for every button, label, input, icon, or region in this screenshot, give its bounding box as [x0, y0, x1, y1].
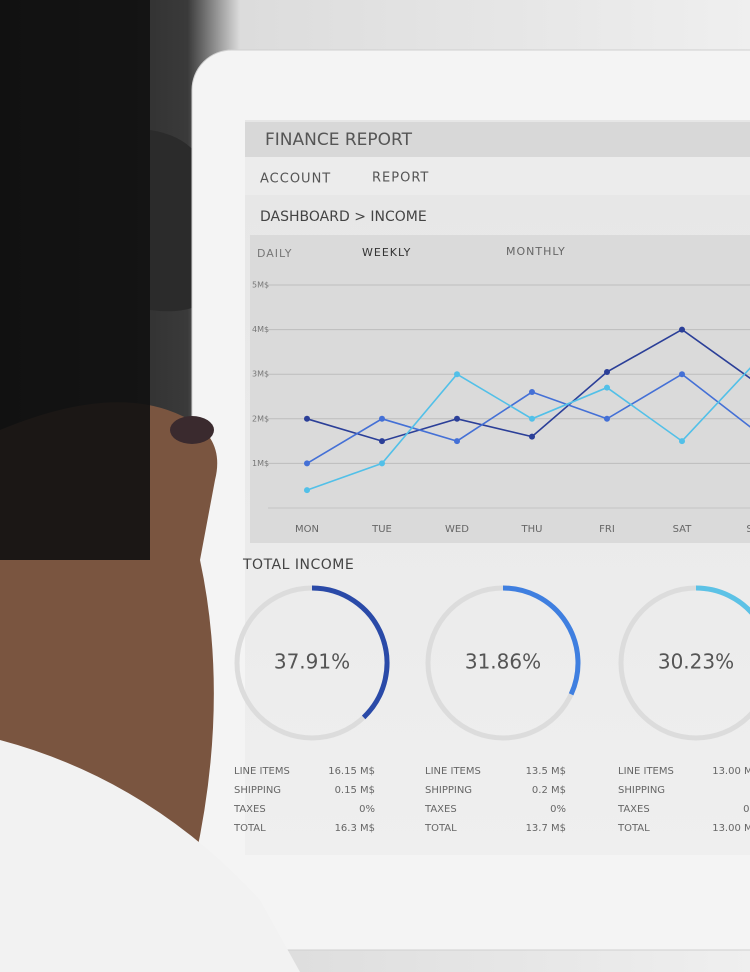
row-label: SHIPPING	[425, 785, 472, 796]
donut-arc	[695, 585, 750, 615]
data-point	[454, 371, 460, 378]
y-tick-label: 2M$	[252, 414, 269, 423]
nav-item[interactable]: REPORT	[372, 171, 429, 186]
x-tick-label: FRI	[599, 524, 615, 535]
row-value: 0.15 M$	[335, 785, 375, 796]
x-tick-label: MON	[295, 524, 319, 535]
tab[interactable]: DAILY	[257, 247, 292, 260]
row-label: LINE ITEMS	[618, 766, 674, 777]
row-value: 16.15 M$	[328, 766, 375, 777]
data-point	[304, 460, 310, 467]
y-tick-label: 5M$	[252, 281, 269, 290]
data-point	[604, 368, 610, 375]
row-value: 0%	[359, 804, 375, 815]
x-tick-label: SUN	[746, 524, 750, 535]
data-point	[529, 433, 535, 440]
data-point	[529, 389, 535, 396]
data-point	[304, 487, 310, 494]
donut-label: 31.86%	[465, 650, 541, 674]
donut-arc	[502, 585, 581, 696]
donut-label: 30.23%	[658, 650, 734, 674]
row-label: TAXES	[424, 804, 457, 815]
row-label: TOTAL	[617, 823, 650, 834]
breadcrumb: DASHBOARD > INCOME	[260, 209, 427, 225]
row-value: 13.00 M$	[712, 766, 750, 777]
data-point	[379, 460, 385, 467]
title-bar	[245, 122, 750, 157]
app-title: FINANCE REPORT	[265, 130, 413, 150]
nail	[170, 416, 214, 444]
donut-arc	[311, 585, 390, 720]
x-tick-label: THU	[521, 524, 543, 535]
row-value: 13.7 M$	[526, 823, 566, 834]
data-point	[679, 371, 685, 378]
row-label: TAXES	[617, 804, 650, 815]
data-point	[379, 415, 385, 422]
data-point	[454, 438, 460, 445]
row-value: 13.5 M$	[526, 766, 566, 777]
x-tick-label: WED	[445, 524, 469, 535]
row-value: 0%	[550, 804, 566, 815]
x-tick-label: TUE	[371, 524, 392, 535]
data-point	[604, 415, 610, 422]
data-point	[529, 415, 535, 422]
tab[interactable]: MONTHLY	[506, 245, 566, 258]
y-tick-label: 1M$	[252, 459, 269, 468]
row-value: 16.3 M$	[335, 823, 375, 834]
row-label: TAXES	[233, 804, 266, 815]
row-label: TOTAL	[233, 823, 266, 834]
row-label: SHIPPING	[234, 785, 281, 796]
section-title: TOTAL INCOME	[242, 557, 354, 573]
row-label: SHIPPING	[618, 785, 665, 796]
tab[interactable]: WEEKLY	[362, 246, 411, 259]
y-tick-label: 3M$	[252, 370, 269, 379]
row-label: LINE ITEMS	[234, 766, 290, 777]
data-point	[679, 326, 685, 333]
chart-panel	[250, 235, 750, 543]
data-point	[379, 438, 385, 445]
data-point	[604, 384, 610, 391]
y-tick-label: 4M$	[252, 325, 269, 334]
row-value: 13.00 M$	[712, 823, 750, 834]
row-label: LINE ITEMS	[425, 766, 481, 777]
data-point	[454, 415, 460, 422]
x-tick-label: SAT	[673, 524, 693, 535]
sleeve	[0, 740, 300, 972]
row-value: 0.2 M$	[532, 785, 566, 796]
row-label: TOTAL	[424, 823, 457, 834]
row-value: 0%	[743, 804, 750, 815]
nav-item[interactable]: ACCOUNT	[260, 172, 331, 187]
hair	[0, 0, 150, 560]
data-point	[679, 438, 685, 445]
donut-label: 37.91%	[274, 650, 350, 674]
data-point	[304, 415, 310, 422]
nav-bar	[245, 157, 750, 195]
